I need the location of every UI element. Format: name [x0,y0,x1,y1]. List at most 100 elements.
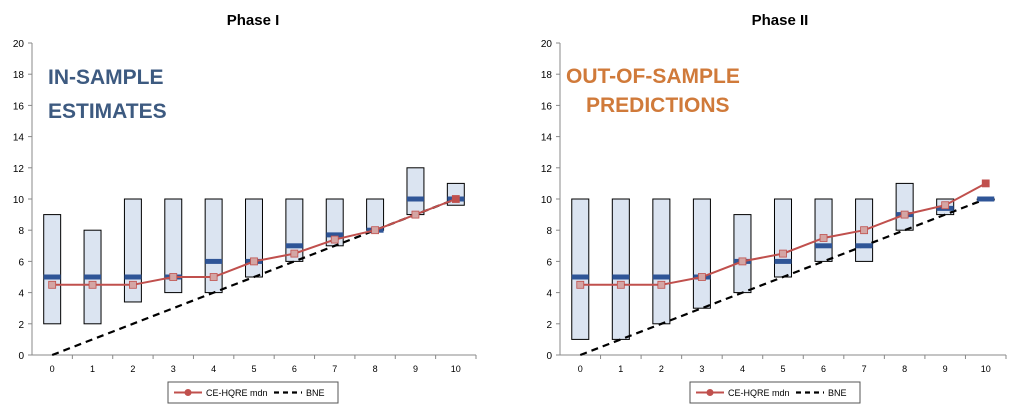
x-tick-label: 7 [332,364,337,374]
ce-hqre-point [698,273,706,281]
x-tick-label: 10 [451,364,461,374]
x-tick-label: 5 [780,364,785,374]
x-tick-label: 7 [862,364,867,374]
ce-hqre-point [250,257,258,266]
y-tick-label: 16 [541,101,553,112]
range-box [692,198,711,309]
y-tick-label: 0 [18,351,24,362]
y-tick-label: 12 [13,164,25,175]
x-tick-label: 6 [821,364,826,374]
ce-hqre-point [981,179,990,188]
y-tick-label: 16 [13,101,25,112]
ce-hqre-point [941,201,950,210]
x-tick-label: 5 [251,364,256,374]
y-tick-label: 20 [13,39,25,50]
y-tick-label: 12 [541,164,553,175]
range-box [43,214,62,325]
range-box [366,198,385,231]
annotation-line-1: OUT-OF-SAMPLE [566,65,740,88]
range-box [611,198,630,340]
y-tick-label: 2 [18,320,24,331]
legend-ce-marker [706,389,714,396]
x-tick-label: 0 [578,364,583,374]
ce-hqre-point [738,257,747,266]
legend-ce-marker [184,389,192,396]
y-tick-label: 10 [13,195,25,206]
ce-hqre-point [129,280,137,289]
x-tick-label: 8 [902,364,907,374]
x-tick-label: 2 [130,364,135,374]
ce-hqre-point [371,226,379,235]
legend-ce-label: CE-HQRE mdn [206,388,268,398]
median-marker [285,243,303,249]
chart-title: Phase I [227,12,280,29]
y-tick-label: 18 [13,70,25,81]
range-box [773,198,793,278]
y-tick-label: 4 [18,289,24,300]
median-marker [406,196,424,202]
median-marker [205,258,223,264]
x-tick-label: 10 [981,364,991,374]
ce-hqre-point [411,210,420,219]
range-box [164,198,183,294]
ce-hqre-point [657,280,666,289]
legend-bne-label: BNE [828,388,847,398]
x-tick-label: 0 [50,364,55,374]
range-box [406,167,425,216]
y-tick-label: 2 [546,320,552,331]
y-tick-label: 18 [541,70,553,81]
chart-title: Phase II [752,12,809,29]
ce-hqre-point [330,235,339,244]
median-marker [652,274,670,280]
ce-hqre-point [290,249,299,258]
y-tick-label: 20 [541,39,553,50]
median-marker [977,196,995,202]
ce-hqre-point [819,234,828,242]
ce-hqre-point [616,280,625,289]
legend-box [167,381,339,404]
legend-box [689,381,861,404]
x-tick-label: 1 [618,364,623,374]
x-tick-label: 1 [90,364,95,374]
annotation-line-2: ESTIMATES [48,100,167,123]
y-tick-label: 8 [546,226,552,237]
range-box [733,214,752,294]
x-tick-label: 8 [373,364,378,374]
x-tick-label: 4 [211,364,216,374]
y-tick-label: 14 [541,133,553,144]
ce-hqre-point [900,210,909,219]
y-tick-label: 10 [541,195,553,206]
y-tick-label: 6 [18,257,24,268]
annotation-line-2: PREDICTIONS [586,94,730,117]
ce-hqre-point [209,273,218,281]
range-box [895,182,914,231]
x-tick-label: 9 [413,364,418,374]
annotation-line-1: IN-SAMPLE [48,66,164,89]
range-box [571,198,590,340]
median-marker [326,232,344,238]
median-marker [571,274,589,280]
bne-line [579,197,987,357]
y-tick-label: 4 [546,289,552,300]
ce-hqre-point [169,273,178,281]
median-marker [124,274,142,280]
ce-hqre-point [779,249,787,258]
ce-hqre-point [860,226,868,235]
median-marker [612,274,630,280]
y-tick-label: 0 [546,351,552,362]
ce-hqre-point [576,280,585,289]
range-box [652,198,671,325]
legend-ce-label: CE-HQRE mdn [728,388,790,398]
ce-hqre-point [451,195,460,203]
x-tick-label: 3 [699,364,704,374]
y-tick-label: 8 [18,226,24,237]
x-tick-label: 2 [659,364,664,374]
x-tick-label: 9 [943,364,948,374]
median-marker [855,243,873,249]
y-tick-label: 14 [13,133,25,144]
median-marker [43,274,61,280]
ce-hqre-point [88,280,97,289]
